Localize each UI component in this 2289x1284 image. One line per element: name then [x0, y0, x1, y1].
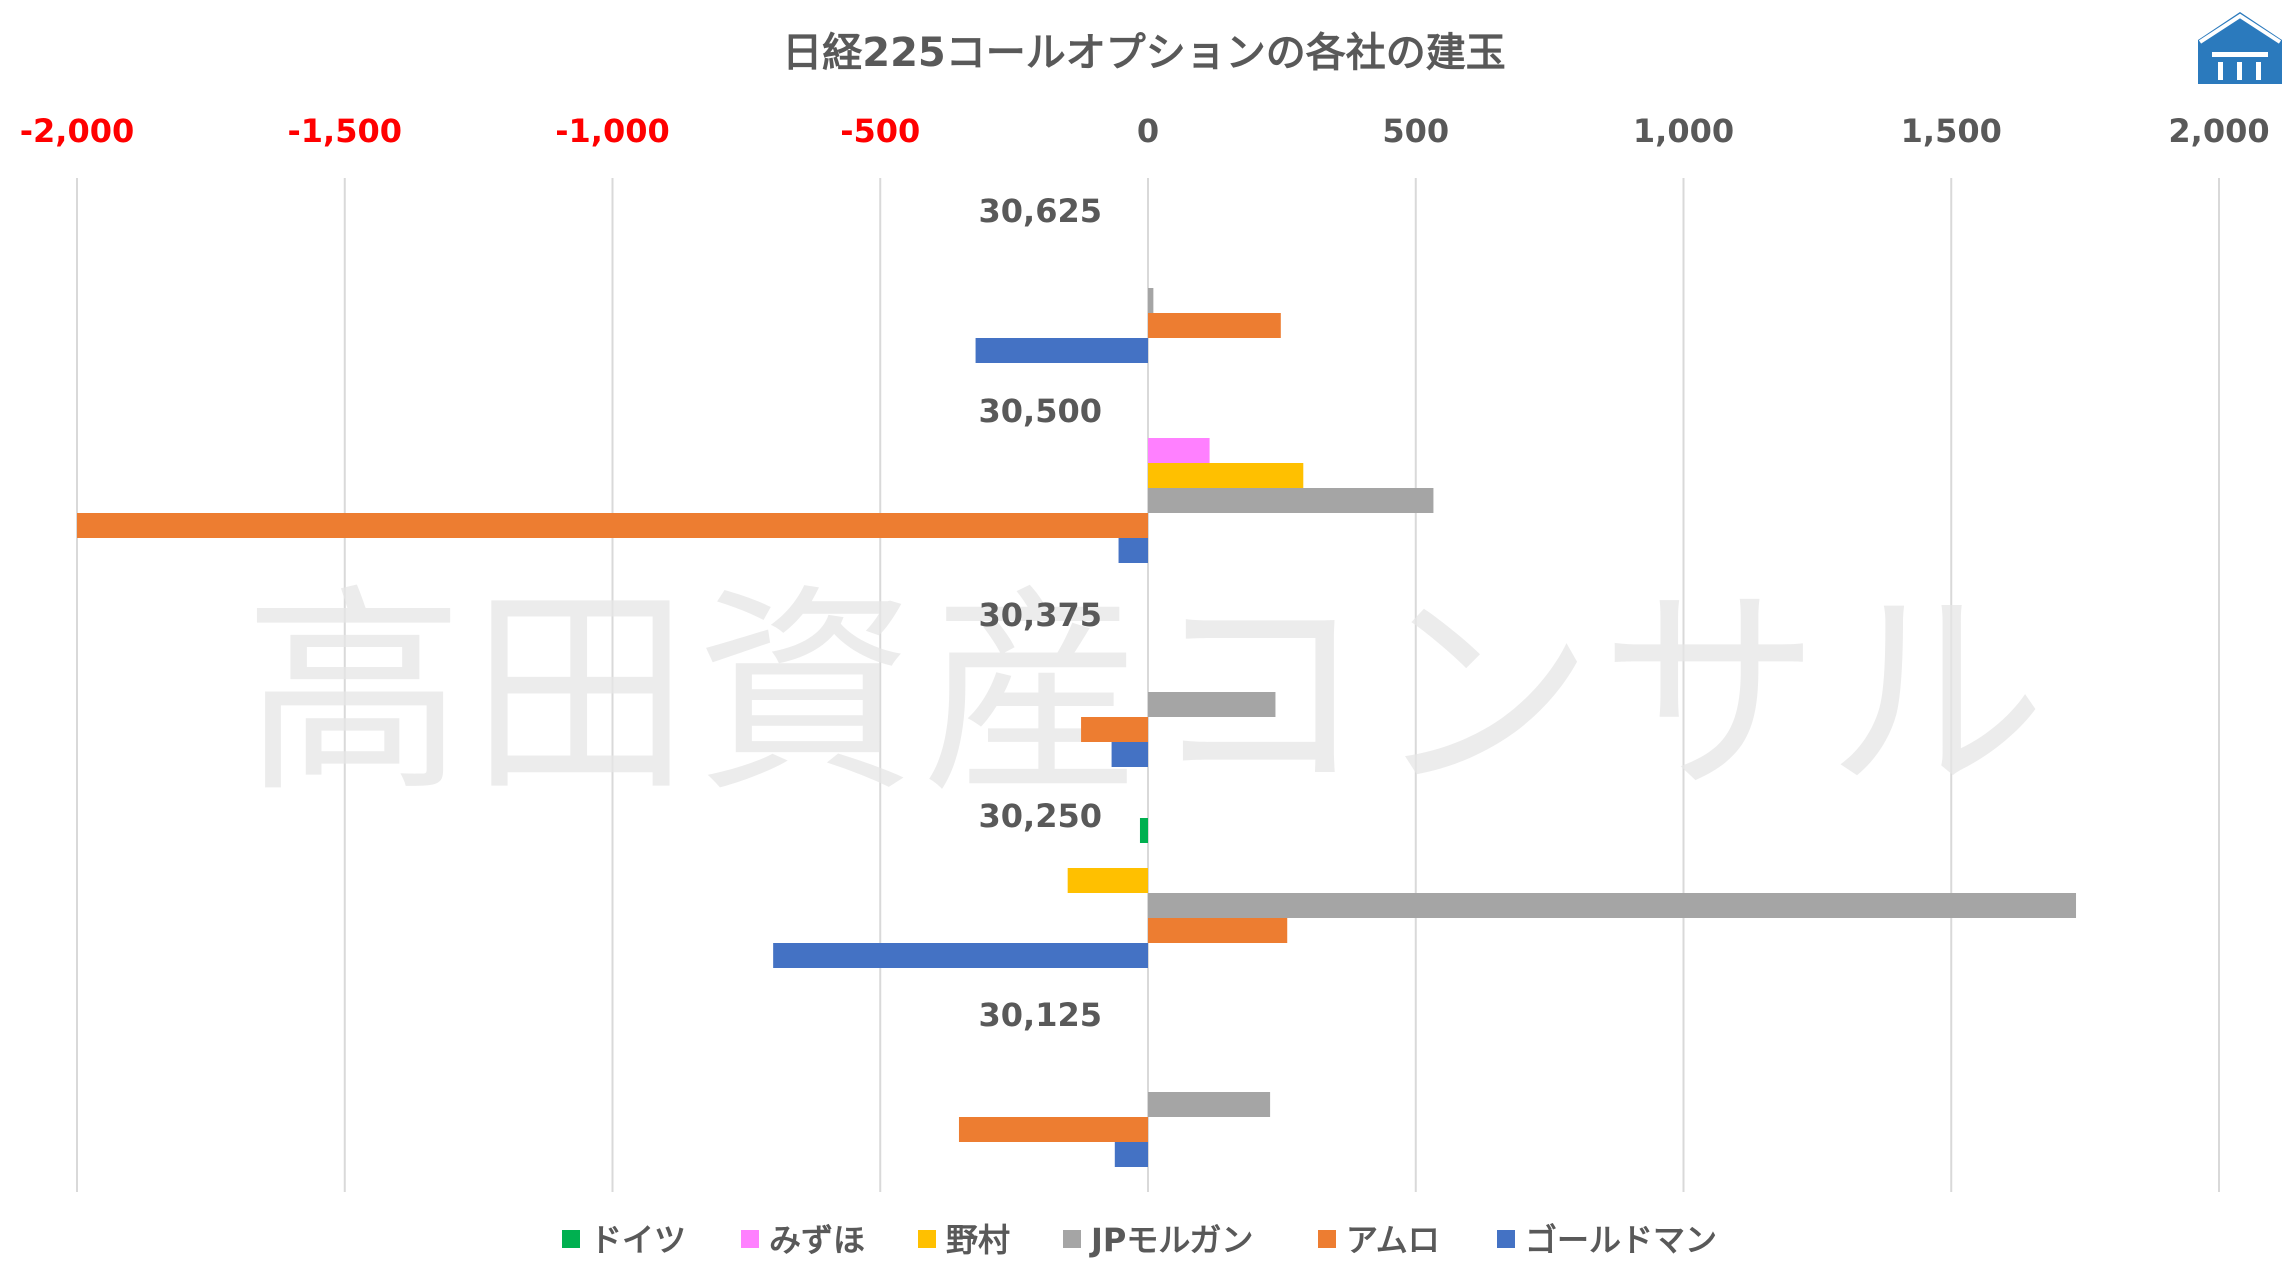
gridlines	[76, 178, 2220, 1192]
category-label: 30,250	[979, 797, 1102, 835]
bar-1-2	[1148, 463, 1304, 488]
house-roof-line	[2198, 13, 2282, 44]
bar-2-5	[1111, 742, 1148, 767]
legend-item: アムロ	[1318, 1221, 1440, 1259]
legend-swatch	[1497, 1230, 1515, 1248]
legend-label: JPモルガン	[1089, 1221, 1253, 1259]
x-tick-label: 0	[1137, 112, 1159, 150]
legend-label: ゴールドマン	[1525, 1221, 1717, 1259]
legend-swatch	[562, 1230, 580, 1248]
bar-3-0	[1139, 818, 1148, 843]
category-label: 30,125	[979, 996, 1102, 1034]
legend-item: 野村	[918, 1221, 1010, 1259]
x-axis-tick-labels: -2,000 -1,500 -1,000 -500 0 500 1,000 1,500 2,00…	[20, 112, 2270, 150]
legend-item: みずほ	[741, 1221, 865, 1259]
bar-0-4	[1148, 313, 1281, 338]
legend-swatch	[1318, 1230, 1336, 1248]
bar-1-5	[1118, 538, 1148, 563]
watermark-text: 高田資産コンサル	[244, 566, 2052, 822]
house-logo	[2198, 12, 2282, 84]
bar-3-2	[1067, 868, 1148, 893]
watermark: 高田資産コンサル	[244, 566, 2052, 822]
legend-label: アムロ	[1346, 1221, 1440, 1259]
category-labels: 30,625 30,500 30,375 30,250 30,125	[979, 192, 1102, 1034]
legend-item: ドイツ	[562, 1221, 686, 1259]
x-tick-label: 2,000	[2168, 112, 2269, 150]
legend-label: みずほ	[769, 1221, 865, 1259]
bar-0-3	[1148, 288, 1154, 313]
legend-swatch	[918, 1230, 936, 1248]
category-label: 30,500	[979, 392, 1102, 430]
legend-label: 野村	[946, 1221, 1010, 1259]
chart-title: 日経225コールオプションの各社の建玉	[782, 30, 1506, 76]
x-tick-label: -2,000	[20, 112, 135, 150]
bar-0-5	[975, 338, 1148, 363]
x-tick-label: -500	[840, 112, 920, 150]
bar-1-3	[1148, 488, 1434, 513]
x-tick-label: -1,000	[555, 112, 670, 150]
house-column	[2256, 62, 2261, 80]
bar-1-4	[77, 513, 1148, 538]
x-tick-label: 1,000	[1633, 112, 1734, 150]
legend: ドイツ みずほ 野村 JPモルガン アムロ ゴールドマン	[562, 1221, 1717, 1259]
bar-4-5	[1114, 1142, 1148, 1167]
bar-2-4	[1081, 717, 1148, 742]
bars	[77, 288, 2077, 1167]
legend-swatch	[1063, 1230, 1081, 1248]
category-label: 30,375	[979, 596, 1102, 634]
bar-4-3	[1148, 1092, 1271, 1117]
legend-label: ドイツ	[590, 1221, 686, 1259]
x-tick-label: 500	[1382, 112, 1449, 150]
category-label: 30,625	[979, 192, 1102, 230]
bar-1-1	[1148, 438, 1210, 463]
x-tick-label: 1,500	[1901, 112, 2002, 150]
bar-3-3	[1148, 893, 2077, 918]
bar-3-5	[773, 943, 1148, 968]
legend-item: JPモルガン	[1063, 1221, 1253, 1259]
house-column	[2218, 62, 2223, 80]
legend-swatch	[741, 1230, 759, 1248]
x-tick-label: -1,500	[288, 112, 403, 150]
house-line	[2212, 52, 2268, 57]
bar-3-4	[1148, 918, 1288, 943]
bar-2-3	[1148, 692, 1276, 717]
legend-item: ゴールドマン	[1497, 1221, 1717, 1259]
bar-4-4	[958, 1117, 1148, 1142]
house-column	[2237, 62, 2242, 80]
